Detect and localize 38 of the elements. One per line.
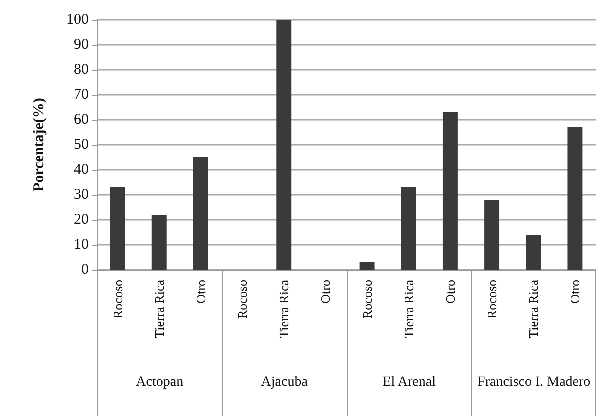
bar — [401, 188, 416, 270]
y-tick-label: 60 — [74, 112, 89, 128]
x-tick-label: Rocoso — [235, 280, 250, 319]
text: Actopan — [136, 375, 184, 390]
y-tick-label: 10 — [74, 237, 89, 253]
x-tick-label: Otro — [568, 280, 583, 304]
x-tick-label: Rocoso — [110, 280, 126, 319]
x-tick-label: Rocoso — [484, 280, 500, 319]
bar — [193, 158, 208, 270]
bar — [484, 200, 500, 270]
bar — [276, 20, 292, 270]
bar — [360, 262, 375, 270]
y-tick-label: 20 — [74, 212, 89, 228]
text: Francisco I. Madero — [478, 375, 591, 390]
y-tick-label: 50 — [74, 137, 89, 153]
y-axis-title: Porcentaje(%) — [32, 98, 48, 192]
y-tick-label: 70 — [74, 87, 89, 103]
y-tick-label: 40 — [74, 162, 89, 178]
bar — [442, 112, 458, 270]
x-tick-label: Tierra Rica — [152, 280, 167, 338]
y-tick-label: 90 — [74, 37, 89, 53]
x-tick-label: Otro — [193, 280, 208, 304]
x-tick-label: Tierra Rica — [526, 280, 542, 338]
text: El Arenal — [382, 375, 436, 390]
x-tick-label: Tierra Rica — [401, 280, 416, 338]
bar — [152, 215, 167, 270]
x-tick-label: Tierra Rica — [276, 280, 292, 338]
bar — [526, 235, 542, 270]
y-tick-label: 100 — [66, 12, 89, 28]
bar — [110, 188, 126, 270]
y-tick-label: 30 — [74, 187, 89, 203]
y-tick-label: 80 — [74, 62, 89, 78]
y-tick-label: 0 — [82, 262, 89, 278]
x-tick-label: Otro — [318, 280, 334, 304]
bar — [568, 128, 583, 270]
x-tick-label: Rocoso — [360, 280, 375, 319]
text: Ajacuba — [261, 375, 308, 390]
x-tick-label: Otro — [442, 280, 458, 304]
